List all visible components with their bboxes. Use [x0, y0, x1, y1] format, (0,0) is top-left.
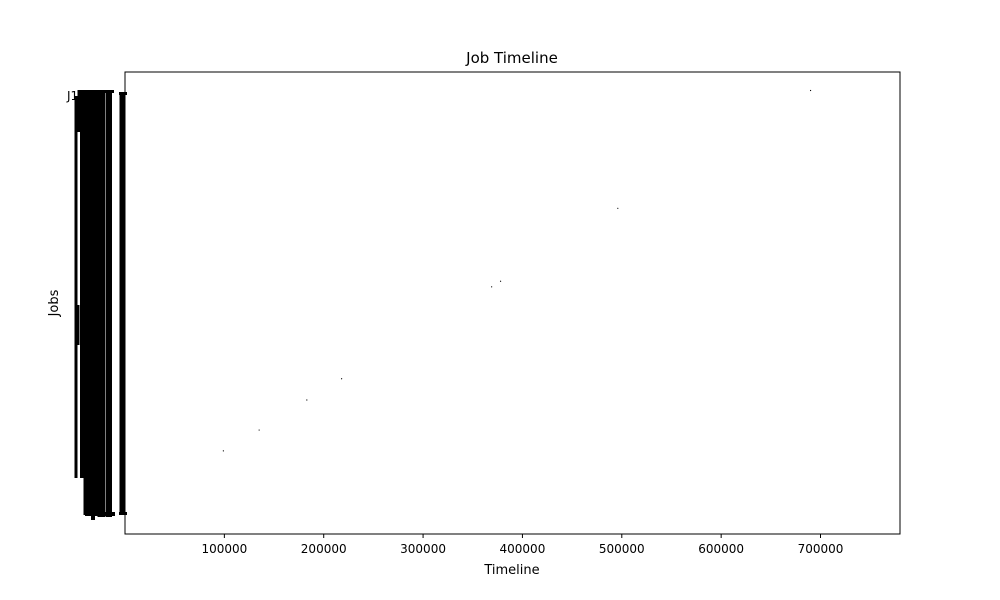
overlapping-label-stroke: [119, 512, 127, 515]
overlapping-label-stroke: [85, 512, 115, 516]
data-point: [617, 207, 619, 209]
overlapping-label-stroke: [80, 90, 114, 93]
y-axis-label: Jobs: [47, 289, 62, 317]
x-tick-label: 300000: [400, 542, 446, 556]
data-point: [499, 280, 502, 282]
data-point: [341, 378, 343, 380]
overlapping-label-stroke: [80, 474, 94, 477]
x-tick-label: 500000: [599, 542, 645, 556]
overlapping-job-labels: [74, 90, 127, 520]
overlapping-label-stroke: [119, 92, 127, 95]
data-point: [258, 429, 260, 431]
x-tick-label: 400000: [500, 542, 546, 556]
data-point: [809, 89, 812, 92]
x-axis-ticks: 100000 200000 300000 400000 500000 600000 7000…: [201, 534, 843, 556]
plot-area-frame: [124, 71, 901, 535]
data-point: [306, 399, 308, 401]
x-tick-label: 100000: [201, 542, 247, 556]
chart-title: Job Timeline: [465, 49, 558, 67]
data-points: [222, 89, 812, 452]
x-tick-label: 700000: [798, 542, 844, 556]
y-tick-label-j1: J1: [66, 89, 78, 103]
data-point: [222, 450, 224, 452]
data-point: [491, 286, 493, 288]
x-tick-label: 200000: [301, 542, 347, 556]
x-axis-label: Timeline: [483, 563, 539, 578]
x-tick-label: 600000: [698, 542, 744, 556]
